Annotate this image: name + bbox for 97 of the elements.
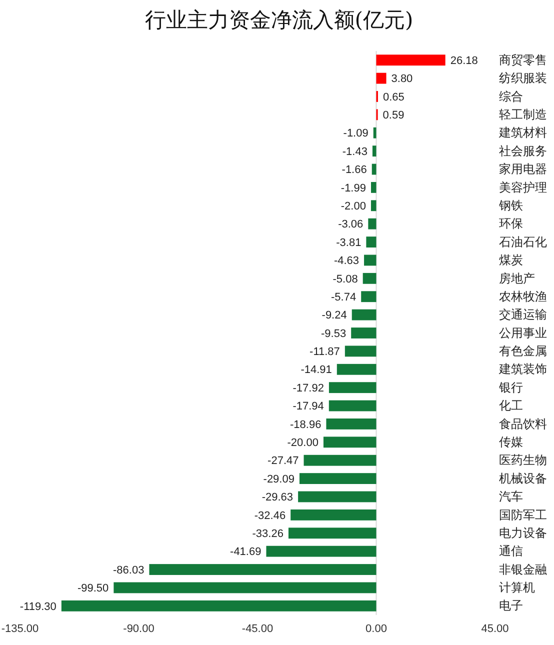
- data-label: -27.47: [268, 455, 299, 468]
- bar: [366, 236, 376, 248]
- bar: [372, 146, 376, 157]
- bar: [371, 182, 376, 193]
- bar: [368, 218, 376, 230]
- bar: [328, 400, 376, 412]
- y-tick-label: 建筑材料: [498, 126, 547, 140]
- bar: [362, 272, 376, 284]
- data-label: 3.80: [391, 73, 413, 86]
- data-label: -32.46: [254, 510, 286, 522]
- data-label: -4.63: [334, 255, 360, 268]
- bar: [288, 528, 376, 539]
- y-tick-label: 石油石化: [499, 234, 547, 249]
- data-label: -29.63: [262, 492, 294, 504]
- bar: [373, 127, 376, 138]
- y-tick-label: 钢铁: [498, 198, 523, 212]
- data-label: -41.69: [230, 546, 262, 558]
- data-label: -18.96: [290, 418, 322, 431]
- bar: [376, 72, 386, 84]
- y-tick-label: 国防军工: [499, 508, 547, 522]
- y-tick-label: 房地产: [499, 271, 535, 286]
- bar: [372, 164, 376, 175]
- y-tick-label: 农林牧渔: [499, 289, 547, 304]
- y-tick-label: 纺织服装: [499, 71, 547, 86]
- y-tick-label: 化工: [499, 398, 523, 413]
- y-tick-label: 公用事业: [499, 326, 547, 340]
- bar: [370, 200, 376, 212]
- data-label: 0.59: [382, 110, 404, 122]
- bar: [114, 582, 376, 594]
- y-tick-label: 商贸零售: [499, 52, 547, 67]
- data-label: -9.53: [321, 328, 346, 340]
- y-tick-label: 电力设备: [499, 526, 547, 540]
- data-label: -119.30: [20, 600, 56, 613]
- data-label: 26.18: [450, 54, 478, 67]
- y-tick-label: 社会服务: [499, 144, 547, 158]
- y-tick-label: 建筑装饰: [498, 362, 547, 376]
- y-tick-label: 非银金融: [499, 562, 547, 576]
- data-label: -11.87: [310, 346, 340, 358]
- x-tick-label: -135.00: [1, 622, 39, 635]
- y-tick-label: 有色金属: [499, 344, 547, 358]
- data-label: -1.09: [343, 128, 368, 140]
- y-tick-label: 食品饮料: [499, 416, 547, 431]
- data-label: -1.43: [342, 146, 368, 158]
- bar: [326, 418, 376, 430]
- y-tick-label: 电子: [499, 598, 523, 613]
- chart-title: 行业主力资金净流入额(亿元): [144, 8, 414, 32]
- bar: [351, 328, 376, 338]
- y-tick-label: 美容护理: [499, 180, 547, 194]
- data-label: -17.92: [292, 382, 324, 394]
- bar: [304, 454, 376, 466]
- y-tick-label: 通信: [499, 544, 523, 558]
- x-tick-label: 45.00: [481, 622, 509, 635]
- data-label: -29.09: [263, 473, 294, 486]
- bar: [328, 382, 376, 394]
- bar: [352, 309, 376, 320]
- data-label: -5.74: [331, 291, 356, 304]
- data-label: -1.66: [342, 164, 367, 176]
- data-label: -20.00: [287, 437, 318, 450]
- y-tick-label: 家用电器: [499, 162, 547, 176]
- bar: [61, 600, 376, 612]
- bar: [344, 346, 376, 357]
- data-label: -33.26: [252, 528, 284, 540]
- y-tick-label: 综合: [499, 89, 523, 104]
- bar: [336, 364, 376, 375]
- y-tick-label: 计算机: [499, 580, 535, 595]
- bar: [290, 509, 376, 520]
- y-tick-label: 交通运输: [499, 308, 547, 322]
- bar: [149, 564, 376, 575]
- bar: [323, 436, 376, 448]
- data-label: -86.03: [113, 564, 144, 576]
- y-tick-label: 环保: [499, 216, 523, 231]
- y-tick-label: 银行: [498, 380, 523, 394]
- data-label: -3.81: [336, 236, 362, 249]
- x-tick-label: -45.00: [242, 622, 274, 635]
- y-tick-label: 传媒: [499, 435, 523, 449]
- x-tick-label: 0.00: [366, 622, 387, 635]
- y-tick-label: 煤炭: [499, 253, 523, 268]
- y-tick-label: 汽车: [499, 490, 523, 504]
- bar: [266, 546, 376, 557]
- bar: [299, 473, 376, 484]
- bar: [361, 291, 376, 302]
- data-label: -3.06: [338, 218, 364, 231]
- data-label: -2.00: [340, 200, 366, 212]
- bar: [298, 491, 376, 502]
- y-tick-label: 机械设备: [499, 471, 547, 486]
- data-label: -5.08: [332, 273, 358, 286]
- data-label: -99.50: [77, 582, 109, 595]
- data-label: -14.91: [300, 364, 332, 376]
- y-tick-label: 轻工制造: [499, 108, 547, 122]
- data-label: 0.65: [382, 91, 404, 104]
- bar: [376, 54, 446, 66]
- data-label: -1.99: [340, 182, 366, 194]
- bar: [364, 254, 376, 266]
- data-label: -17.94: [292, 400, 324, 413]
- data-label: -9.24: [322, 310, 347, 322]
- x-tick-label: -90.00: [123, 622, 154, 635]
- y-tick-label: 医药生物: [499, 453, 547, 468]
